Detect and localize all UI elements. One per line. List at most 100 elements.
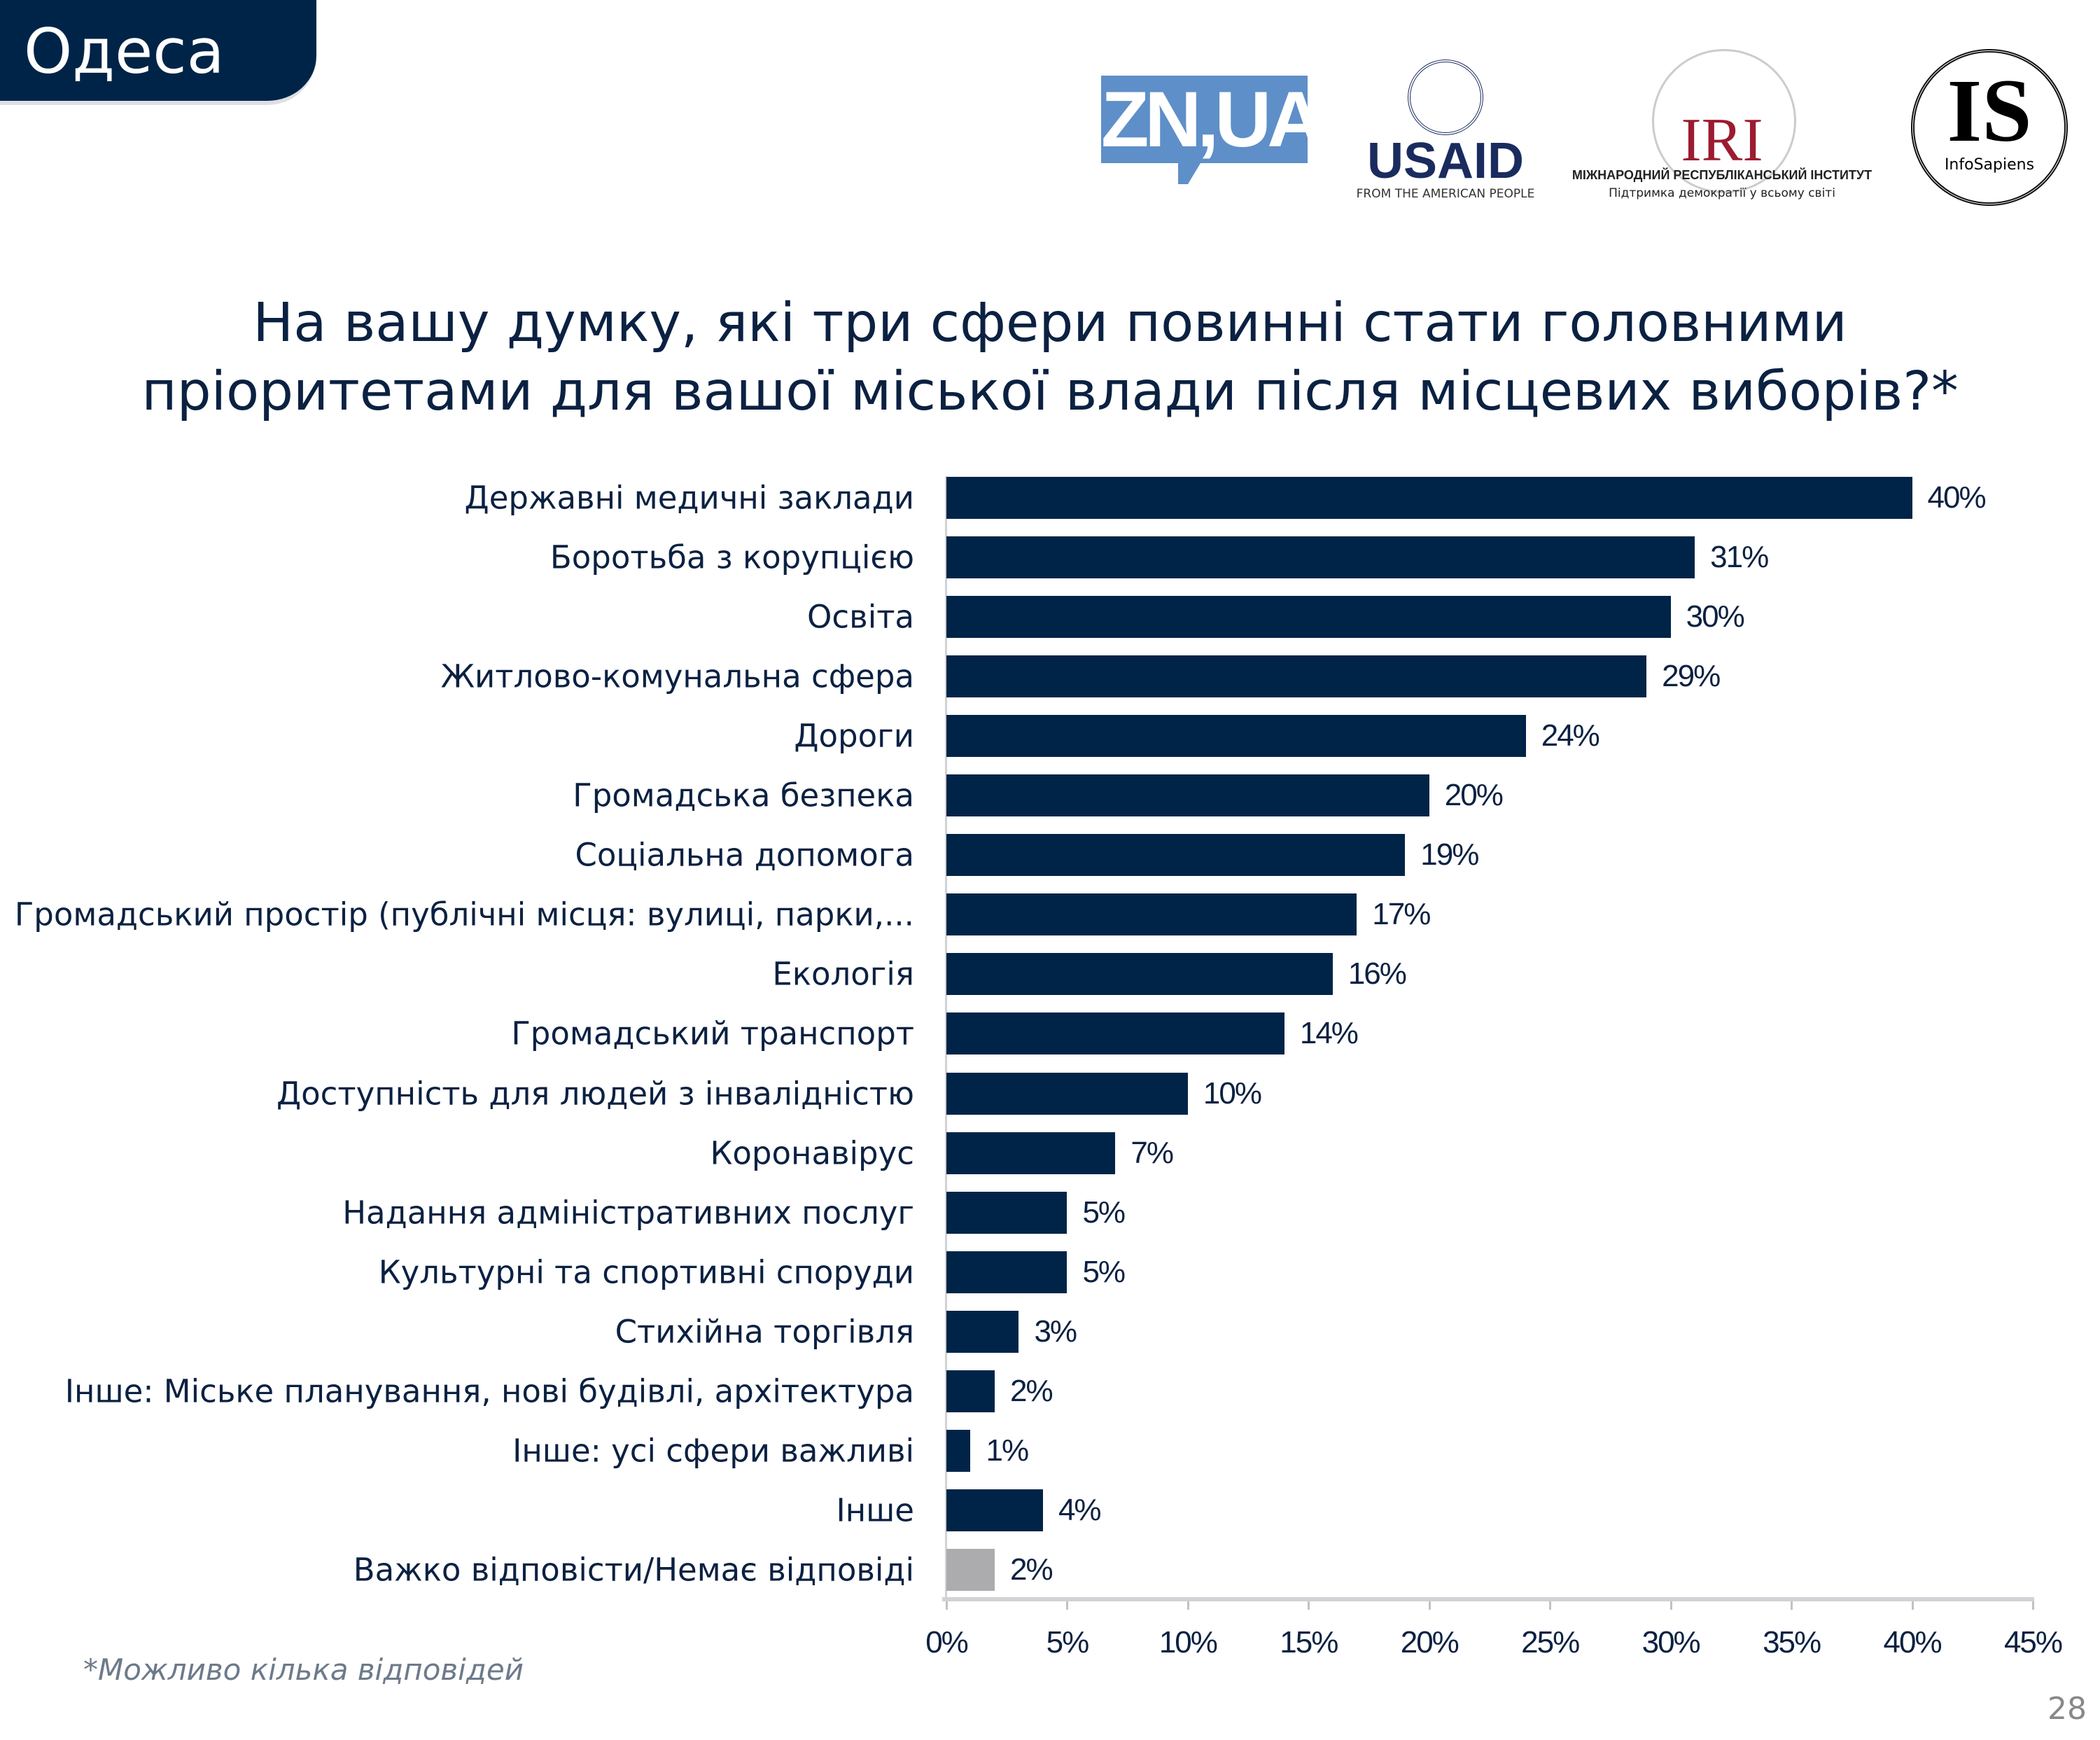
category-label: Дороги bbox=[794, 717, 914, 755]
category-label: Надання адміністративних послуг bbox=[342, 1194, 914, 1232]
category-label: Коронавірус bbox=[710, 1134, 914, 1172]
data-label: 20% bbox=[1444, 778, 1504, 813]
x-tick-label: 15% bbox=[1280, 1625, 1338, 1659]
chart-title-line-2: пріоритетами для вашої міської влади піс… bbox=[141, 361, 1959, 423]
data-label: 19% bbox=[1420, 837, 1479, 872]
bar bbox=[946, 893, 1357, 936]
category-label: Інше: усі сфери важливі bbox=[512, 1432, 914, 1470]
x-tick bbox=[1791, 1601, 1793, 1610]
zn-ua-logo: ZN,UA bbox=[1101, 76, 1324, 184]
bar bbox=[946, 953, 1333, 996]
category-label: Громадський простір (публічні місця: вул… bbox=[14, 896, 914, 933]
data-label: 2% bbox=[1009, 1373, 1054, 1408]
bar bbox=[946, 1251, 1068, 1293]
x-tick bbox=[1428, 1601, 1431, 1610]
x-axis-line bbox=[942, 1597, 2034, 1601]
chart-title: На вашу думку, які три сфери повинні ста… bbox=[0, 289, 2100, 426]
usaid-seal-icon bbox=[1408, 60, 1483, 135]
category-label: Освіта bbox=[807, 598, 914, 636]
data-label: 5% bbox=[1082, 1254, 1126, 1289]
bar bbox=[946, 1072, 1188, 1115]
x-tick-label: 20% bbox=[1400, 1625, 1460, 1659]
x-tick bbox=[946, 1601, 948, 1610]
usaid-tagline: FROM THE AMERICAN PEOPLE bbox=[1356, 187, 1535, 201]
infosapiens-logo: IS InfoSapiens bbox=[1911, 49, 2068, 206]
data-label: 4% bbox=[1058, 1492, 1102, 1527]
usaid-logo: USAID FROM THE AMERICAN PEOPLE bbox=[1354, 60, 1536, 203]
data-label: 5% bbox=[1082, 1195, 1126, 1230]
x-tick bbox=[2032, 1601, 2034, 1610]
iri-name: МІЖНАРОДНИЙ РЕСПУБЛІКАНСЬКИЙ ІНСТИТУТ bbox=[1572, 168, 1872, 182]
x-tick-label: 40% bbox=[1883, 1625, 1942, 1659]
x-tick-label: 25% bbox=[1521, 1625, 1580, 1659]
category-label: Важко відповісти/Немає відповіді bbox=[353, 1551, 914, 1589]
iri-tagline: Підтримка демократії у всьому світі bbox=[1609, 186, 1835, 200]
bar bbox=[946, 1370, 995, 1412]
data-label: 3% bbox=[1034, 1314, 1077, 1349]
category-label: Культурні та спортивні споруди bbox=[378, 1253, 914, 1291]
x-tick bbox=[1308, 1601, 1310, 1610]
data-label: 10% bbox=[1203, 1076, 1262, 1111]
category-label: Доступність для людей з інвалідністю bbox=[276, 1075, 914, 1112]
x-tick bbox=[1549, 1601, 1552, 1610]
y-axis-line bbox=[945, 476, 947, 1600]
usaid-wordmark: USAID bbox=[1366, 133, 1524, 189]
category-label: Державні медичні заклади bbox=[464, 479, 914, 517]
bar bbox=[946, 1429, 971, 1472]
category-label: Громадська безпека bbox=[573, 777, 914, 814]
globe-icon bbox=[1652, 49, 1796, 193]
data-label: 16% bbox=[1348, 956, 1407, 991]
bar bbox=[946, 1132, 1116, 1174]
data-label: 14% bbox=[1299, 1016, 1359, 1051]
x-tick bbox=[1186, 1601, 1189, 1610]
bar bbox=[946, 1191, 1068, 1234]
bar bbox=[946, 1310, 1019, 1353]
bar bbox=[946, 1489, 1043, 1531]
data-label: 29% bbox=[1662, 659, 1721, 694]
x-tick-label: 5% bbox=[1046, 1625, 1090, 1659]
bar bbox=[946, 477, 1912, 519]
x-tick-label: 10% bbox=[1158, 1625, 1218, 1659]
bar bbox=[946, 655, 1647, 698]
region-header: Одеса bbox=[0, 0, 316, 105]
data-label: 31% bbox=[1710, 540, 1769, 575]
category-label: Стихійна торгівля bbox=[615, 1313, 914, 1351]
is-tagline: InfoSapiens bbox=[1944, 156, 2035, 174]
category-label: Боротьба з корупцією bbox=[550, 538, 914, 576]
category-label: Громадський транспорт bbox=[511, 1015, 914, 1052]
bar bbox=[946, 1012, 1284, 1055]
data-label: 7% bbox=[1130, 1135, 1174, 1170]
iri-logo: IRI МІЖНАРОДНИЙ РЕСПУБЛІКАНСЬКИЙ ІНСТИТУ… bbox=[1561, 49, 1883, 203]
x-tick-label: 35% bbox=[1763, 1625, 1821, 1659]
category-label: Інше bbox=[836, 1491, 914, 1529]
category-label: Соціальна допомога bbox=[575, 836, 914, 874]
region-title: Одеса bbox=[24, 15, 225, 88]
bar bbox=[946, 596, 1671, 639]
data-label: 1% bbox=[986, 1433, 1029, 1468]
zn-logo-text: ZN,UA bbox=[1101, 76, 1324, 163]
data-label: 17% bbox=[1372, 897, 1431, 932]
x-tick bbox=[1066, 1601, 1069, 1610]
category-label: Житлово-комунальна сфера bbox=[440, 657, 914, 695]
data-label: 2% bbox=[1009, 1552, 1054, 1587]
is-wordmark: IS bbox=[1947, 61, 2032, 160]
footnote: *Можливо кілька відповідей bbox=[83, 1652, 524, 1687]
bar bbox=[946, 1548, 995, 1591]
data-label: 30% bbox=[1686, 599, 1745, 634]
bar bbox=[946, 715, 1526, 758]
chart-title-line-1: На вашу думку, які три сфери повинні ста… bbox=[253, 292, 1847, 354]
bar bbox=[946, 834, 1406, 877]
iri-wordmark: IRI bbox=[1681, 106, 1763, 174]
category-label: Екологія bbox=[772, 955, 914, 993]
data-label: 40% bbox=[1927, 480, 1987, 515]
bar bbox=[946, 774, 1429, 817]
x-tick-label: 30% bbox=[1642, 1625, 1701, 1659]
page-number: 28 bbox=[2047, 1691, 2087, 1727]
category-label: Інше: Міське планування, нові будівлі, а… bbox=[64, 1372, 914, 1410]
x-tick bbox=[1911, 1601, 1914, 1610]
x-tick bbox=[1670, 1601, 1672, 1610]
bar bbox=[946, 536, 1695, 579]
data-label: 24% bbox=[1541, 718, 1600, 753]
x-tick-label: 0% bbox=[925, 1625, 969, 1659]
x-tick-label: 45% bbox=[2003, 1625, 2063, 1659]
